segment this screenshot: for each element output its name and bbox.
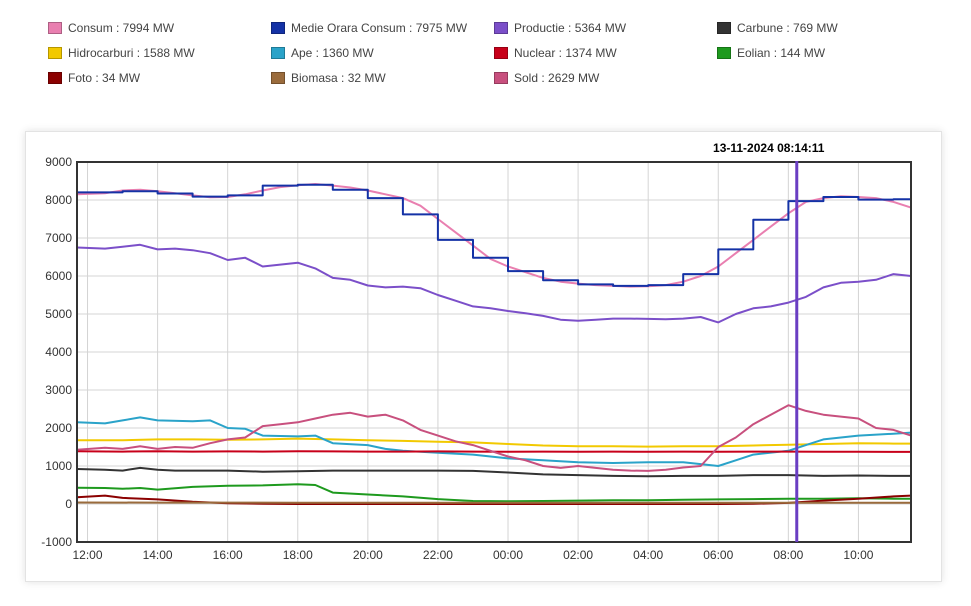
legend-item-sold[interactable]: Sold : 2629 MW xyxy=(494,70,599,86)
y-tick-label: 1000 xyxy=(45,459,72,473)
legend-swatch xyxy=(494,72,508,84)
legend-item-carbune[interactable]: Carbune : 769 MW xyxy=(717,20,838,36)
x-tick-label: 10:00 xyxy=(843,548,873,562)
power-chart[interactable]: 9000 8000 7000 6000 5000 4000 3000 2000 1000 0 -10… xyxy=(26,132,941,581)
x-tick-label: 14:00 xyxy=(143,548,173,562)
plot-frame xyxy=(76,161,912,543)
y-tick-label: 6000 xyxy=(45,269,72,283)
y-tick-label: 8000 xyxy=(45,193,72,207)
legend-label: Foto : 34 MW xyxy=(68,71,141,85)
legend-swatch xyxy=(271,22,285,34)
series-line-productie[interactable] xyxy=(76,243,912,324)
series-line-carbune[interactable] xyxy=(76,466,911,478)
y-tick-label: 7000 xyxy=(45,231,72,245)
x-tick-label: 20:00 xyxy=(353,548,383,562)
y-tick-label: 0 xyxy=(65,497,72,511)
legend-item-nuclear[interactable]: Nuclear : 1374 MW xyxy=(494,45,617,61)
x-tick-label: 02:00 xyxy=(563,548,593,562)
x-tick-label: 06:00 xyxy=(703,548,733,562)
series-line-nuclear[interactable] xyxy=(76,450,911,453)
legend-swatch xyxy=(271,72,285,84)
x-tick-label: 08:00 xyxy=(773,548,803,562)
y-tick-label: 9000 xyxy=(45,155,72,169)
series-line-ape[interactable] xyxy=(76,416,912,467)
legend-swatch xyxy=(48,72,62,84)
legend-item-consum[interactable]: Consum : 7994 MW xyxy=(48,20,174,36)
legend-label: Sold : 2629 MW xyxy=(514,71,600,85)
x-tick-label: 16:00 xyxy=(213,548,243,562)
cursor-timestamp: 13-11-2024 08:14:11 xyxy=(713,141,825,155)
legend-item-productie[interactable]: Productie : 5364 MW xyxy=(494,20,626,36)
y-tick-label: 5000 xyxy=(45,307,72,321)
legend-label: Hidrocarburi : 1588 MW xyxy=(68,46,195,60)
legend-item-foto[interactable]: Foto : 34 MW xyxy=(48,70,140,86)
legend-swatch xyxy=(48,47,62,59)
legend-item-ape[interactable]: Ape : 1360 MW xyxy=(271,45,374,61)
series-line-consum[interactable] xyxy=(76,183,912,288)
legend-label: Medie Orara Consum : 7975 MW xyxy=(291,21,468,35)
y-tick-label: -1000 xyxy=(41,535,72,549)
legend-label: Eolian : 144 MW xyxy=(737,46,826,60)
legend-swatch xyxy=(717,47,731,59)
legend-item-biomasa[interactable]: Biomasa : 32 MW xyxy=(271,70,386,86)
legend-item-medie-orara-consum[interactable]: Medie Orara Consum : 7975 MW xyxy=(271,20,467,36)
x-tick-label: 04:00 xyxy=(633,548,663,562)
legend-swatch xyxy=(271,47,285,59)
legend-swatch xyxy=(494,22,508,34)
chart-panel: 9000 8000 7000 6000 5000 4000 3000 2000 1000 0 -10… xyxy=(25,131,942,582)
series-line-eolian[interactable] xyxy=(76,483,911,503)
x-tick-label: 00:00 xyxy=(493,548,523,562)
legend-swatch xyxy=(48,22,62,34)
legend-item-eolian[interactable]: Eolian : 144 MW xyxy=(717,45,825,61)
series-lines xyxy=(76,183,912,505)
series-line-foto[interactable] xyxy=(76,494,912,505)
x-tick-label: 18:00 xyxy=(283,548,313,562)
legend-swatch xyxy=(717,22,731,34)
x-axis-ticks: 12:00 14:00 16:00 18:00 20:00 22:00 00:00 02:00… xyxy=(72,548,873,562)
x-tick-label: 12:00 xyxy=(72,548,102,562)
y-tick-label: 3000 xyxy=(45,383,72,397)
series-line-sold[interactable] xyxy=(76,404,912,472)
legend: Consum : 7994 MW Medie Orara Consum : 79… xyxy=(48,20,948,100)
y-axis-ticks: 9000 8000 7000 6000 5000 4000 3000 2000 1000 0 -10… xyxy=(41,155,72,549)
legend-label: Consum : 7994 MW xyxy=(68,21,175,35)
legend-label: Biomasa : 32 MW xyxy=(291,71,386,85)
series-line-medie-orara-consum[interactable] xyxy=(77,183,911,287)
legend-item-hidrocarburi[interactable]: Hidrocarburi : 1588 MW xyxy=(48,45,195,61)
legend-label: Carbune : 769 MW xyxy=(737,21,838,35)
legend-swatch xyxy=(494,47,508,59)
legend-label: Ape : 1360 MW xyxy=(291,46,374,60)
x-tick-label: 22:00 xyxy=(423,548,453,562)
legend-label: Productie : 5364 MW xyxy=(514,21,627,35)
y-tick-label: 4000 xyxy=(45,345,72,359)
legend-label: Nuclear : 1374 MW xyxy=(514,46,617,60)
y-tick-label: 2000 xyxy=(45,421,72,435)
